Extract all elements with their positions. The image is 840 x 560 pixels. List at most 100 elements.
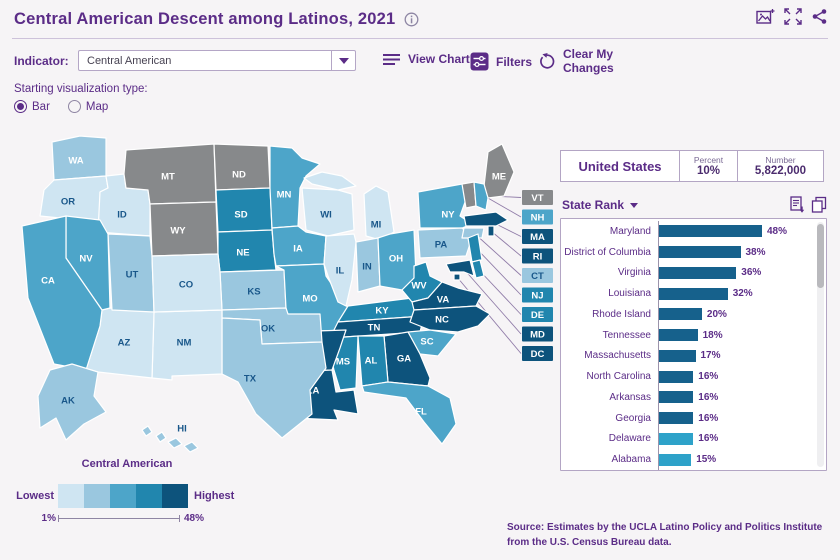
state-rank-dropdown[interactable]: State Rank [562, 198, 639, 212]
view-chart-label: View Chart [408, 52, 470, 66]
radio-bar-dot [14, 100, 27, 113]
info-icon[interactable] [404, 12, 419, 27]
state-ak[interactable] [37, 363, 107, 441]
state-fl[interactable] [361, 381, 457, 445]
stats-percent-value: 10% [696, 165, 721, 177]
state-nc[interactable] [409, 305, 491, 333]
indicator-dropdown[interactable]: Central American [78, 50, 356, 71]
rank-state-label: Rhode Island [592, 308, 651, 320]
state-md[interactable] [445, 259, 475, 277]
filters-button[interactable]: Filters [470, 52, 532, 71]
rank-bar-chart: Maryland 48% District of Columbia 38% Virgin… [561, 221, 814, 470]
state-ks[interactable] [219, 269, 287, 311]
state-wi[interactable] [301, 187, 355, 237]
rank-bar[interactable] [659, 370, 694, 383]
radio-map[interactable]: Map [67, 100, 108, 113]
state-mn[interactable] [269, 145, 321, 229]
viz-type-label: Starting visualization type: [14, 83, 148, 95]
legend-title: Central American [81, 458, 173, 470]
rank-row: Louisiana 32% [561, 283, 814, 304]
state-wy[interactable] [149, 201, 219, 257]
reset-icon [540, 52, 555, 69]
state-mi[interactable] [363, 185, 395, 241]
export-image-icon[interactable] [756, 8, 775, 25]
radio-map-dot [67, 100, 81, 113]
rank-state-label: Louisiana [608, 288, 651, 300]
copy-icon[interactable] [811, 196, 827, 213]
state-co[interactable] [151, 253, 223, 313]
rank-bar[interactable] [659, 453, 692, 466]
state-me[interactable] [483, 143, 515, 199]
state-ne[interactable] [217, 229, 277, 273]
state-ut[interactable] [107, 233, 155, 313]
state-mi[interactable] [303, 171, 357, 191]
state-callout-ma[interactable] [522, 229, 553, 244]
rank-bar[interactable] [659, 287, 728, 300]
legend-max: 48% [184, 513, 205, 524]
state-nd[interactable] [213, 143, 271, 191]
rank-bar[interactable] [659, 308, 702, 321]
rank-bar[interactable] [659, 246, 741, 259]
radio-bar-label: Bar [32, 100, 50, 113]
state-nm[interactable] [151, 309, 223, 381]
rank-bar[interactable] [659, 266, 737, 279]
state-callout-dc[interactable] [522, 346, 553, 361]
state-callout-de[interactable] [522, 307, 553, 322]
rank-value-label: 15% [696, 454, 717, 466]
rank-bar-area: 20% [658, 304, 814, 325]
state-hi[interactable] [167, 437, 183, 449]
state-al[interactable] [357, 335, 389, 387]
state-hi[interactable] [141, 425, 153, 437]
rank-bar[interactable] [659, 432, 694, 445]
state-hi[interactable] [155, 431, 167, 443]
indicator-label: Indicator: [14, 54, 69, 68]
scrollbar-thumb[interactable] [817, 224, 824, 288]
state-il[interactable] [323, 233, 357, 307]
rank-bar[interactable] [659, 225, 762, 238]
state-ca[interactable] [21, 215, 103, 371]
rank-bar-area: 16% [658, 407, 814, 429]
rank-bar[interactable] [659, 349, 696, 362]
rank-bar-area: 15% [658, 449, 814, 470]
export-data-icon[interactable] [790, 196, 805, 213]
state-callout-vt[interactable] [522, 190, 553, 205]
legend-swatch [110, 484, 136, 508]
state-sd[interactable] [215, 187, 273, 233]
state-callout-ri[interactable] [522, 248, 553, 264]
state-callout-md[interactable] [522, 326, 553, 342]
state-de[interactable] [471, 259, 485, 279]
rank-value-label: 20% [706, 308, 727, 320]
us-stats-table: United States Percent 10% Number 5,822,0… [560, 150, 824, 182]
rank-bar[interactable] [659, 329, 698, 342]
page-title: Central American Descent among Latinos, … [14, 10, 396, 28]
state-wa[interactable] [51, 135, 107, 181]
state-callout-ct[interactable] [522, 268, 553, 283]
state-tx[interactable] [221, 317, 327, 439]
state-ma[interactable] [463, 211, 509, 227]
fullscreen-icon[interactable] [784, 8, 802, 25]
share-icon[interactable] [811, 8, 828, 25]
state-or[interactable] [39, 175, 109, 223]
rank-row: Arkansas 16% [561, 387, 814, 408]
rank-value-label: 36% [741, 267, 762, 279]
scrollbar-track[interactable] [817, 222, 824, 467]
view-chart-button[interactable]: View Chart [383, 52, 470, 66]
state-nj[interactable] [467, 233, 483, 263]
rank-bar[interactable] [659, 391, 694, 404]
radio-bar[interactable]: Bar [14, 100, 50, 113]
clear-changes-button[interactable]: Clear My Changes [538, 47, 614, 76]
legend-swatch [136, 484, 162, 508]
state-callout-nj[interactable] [522, 287, 553, 303]
state-hi[interactable] [183, 441, 199, 453]
stats-number-label: Number [765, 155, 796, 165]
legend-range-line [58, 515, 180, 522]
rank-bar[interactable] [659, 412, 694, 425]
state-nh[interactable] [473, 181, 489, 211]
state-callout-nh[interactable] [522, 209, 553, 225]
filters-label: Filters [496, 54, 533, 69]
stats-percent-cell: Percent 10% [679, 151, 737, 181]
state-dc[interactable] [453, 273, 461, 281]
state-ri[interactable] [487, 225, 495, 237]
rank-row: District of Columbia 38% [561, 241, 814, 263]
state-in[interactable] [355, 237, 381, 293]
